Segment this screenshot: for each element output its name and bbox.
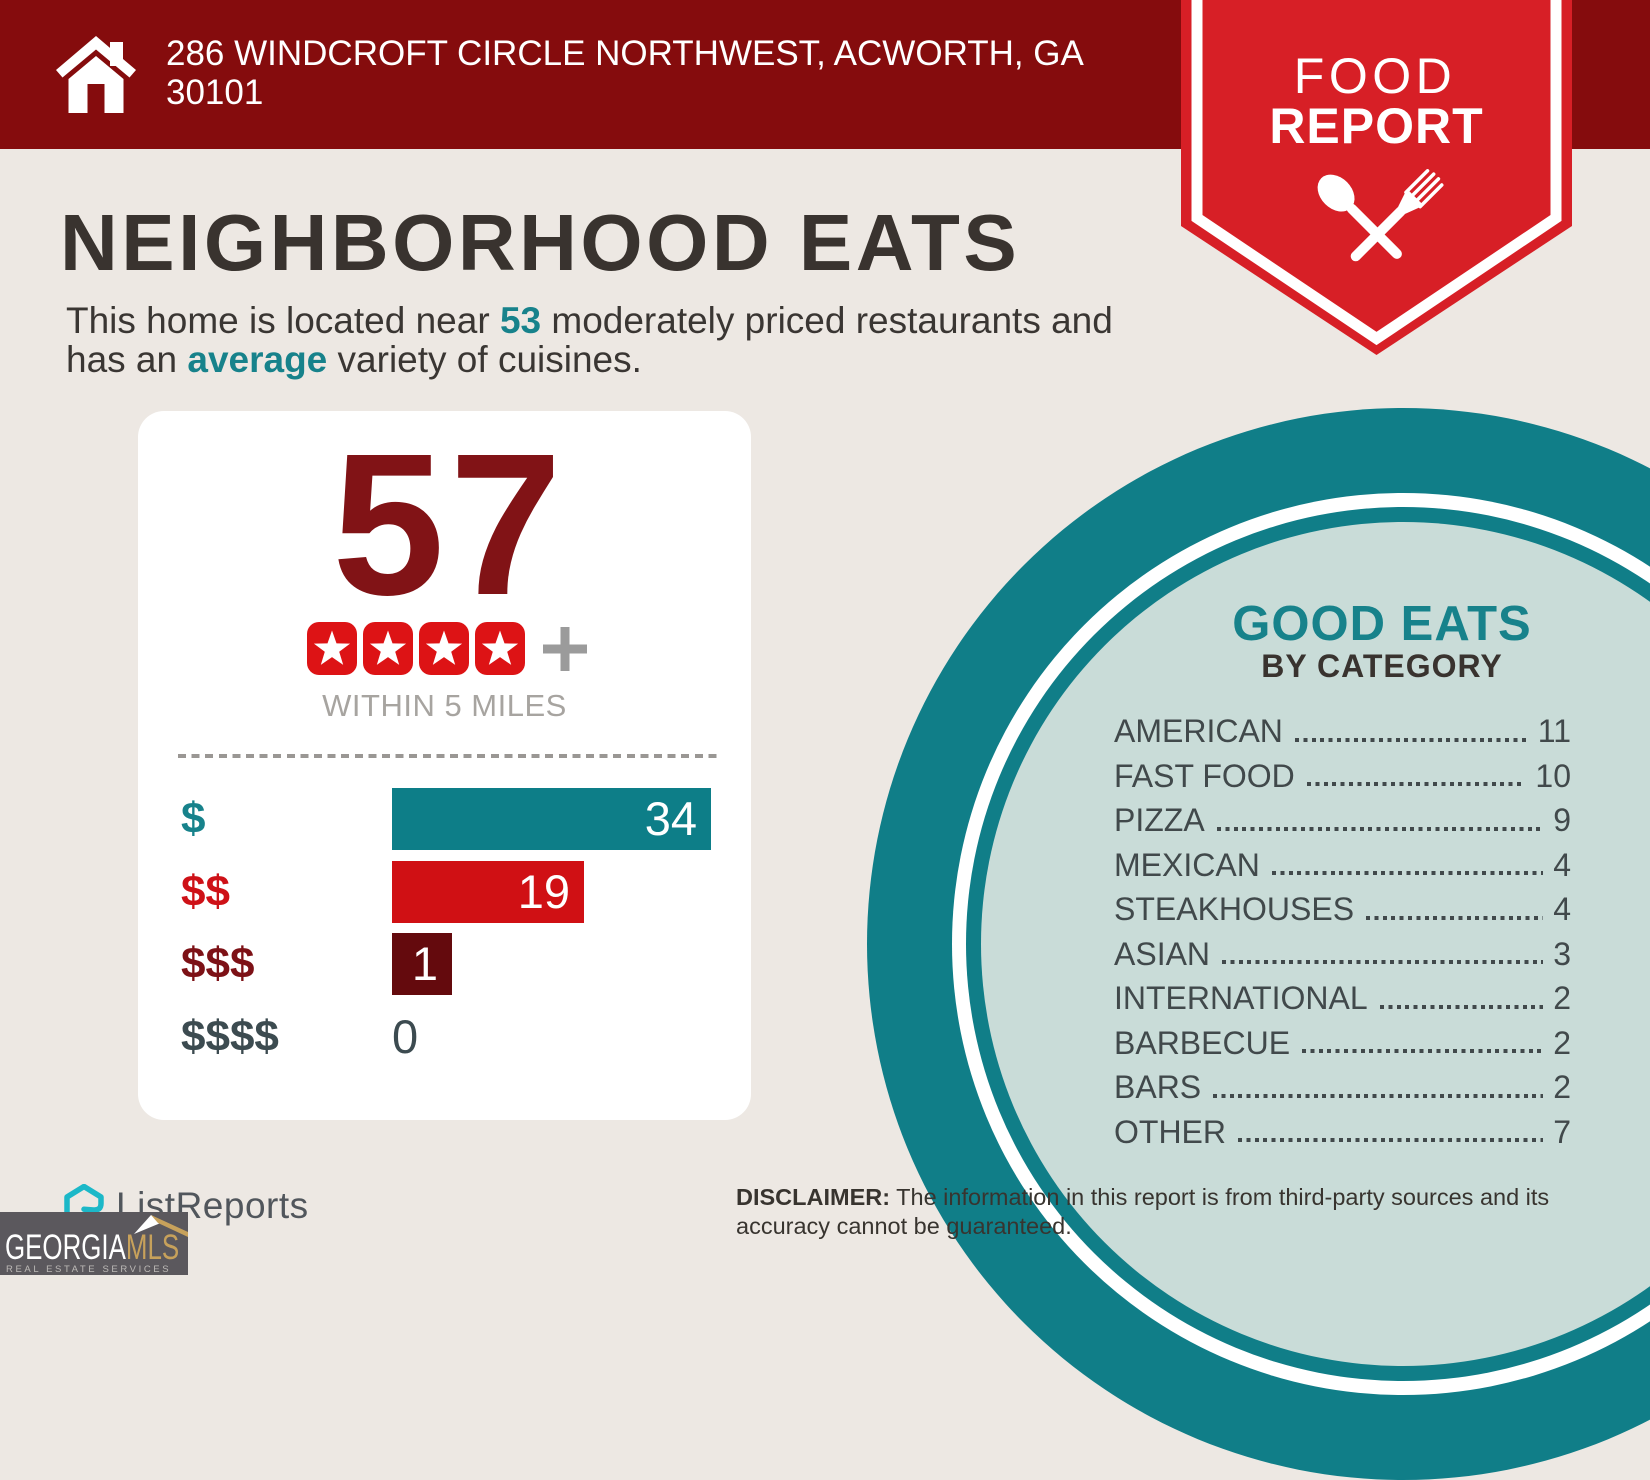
- svg-text:REPORT: REPORT: [1269, 98, 1483, 154]
- svg-text:FOOD: FOOD: [1294, 48, 1456, 104]
